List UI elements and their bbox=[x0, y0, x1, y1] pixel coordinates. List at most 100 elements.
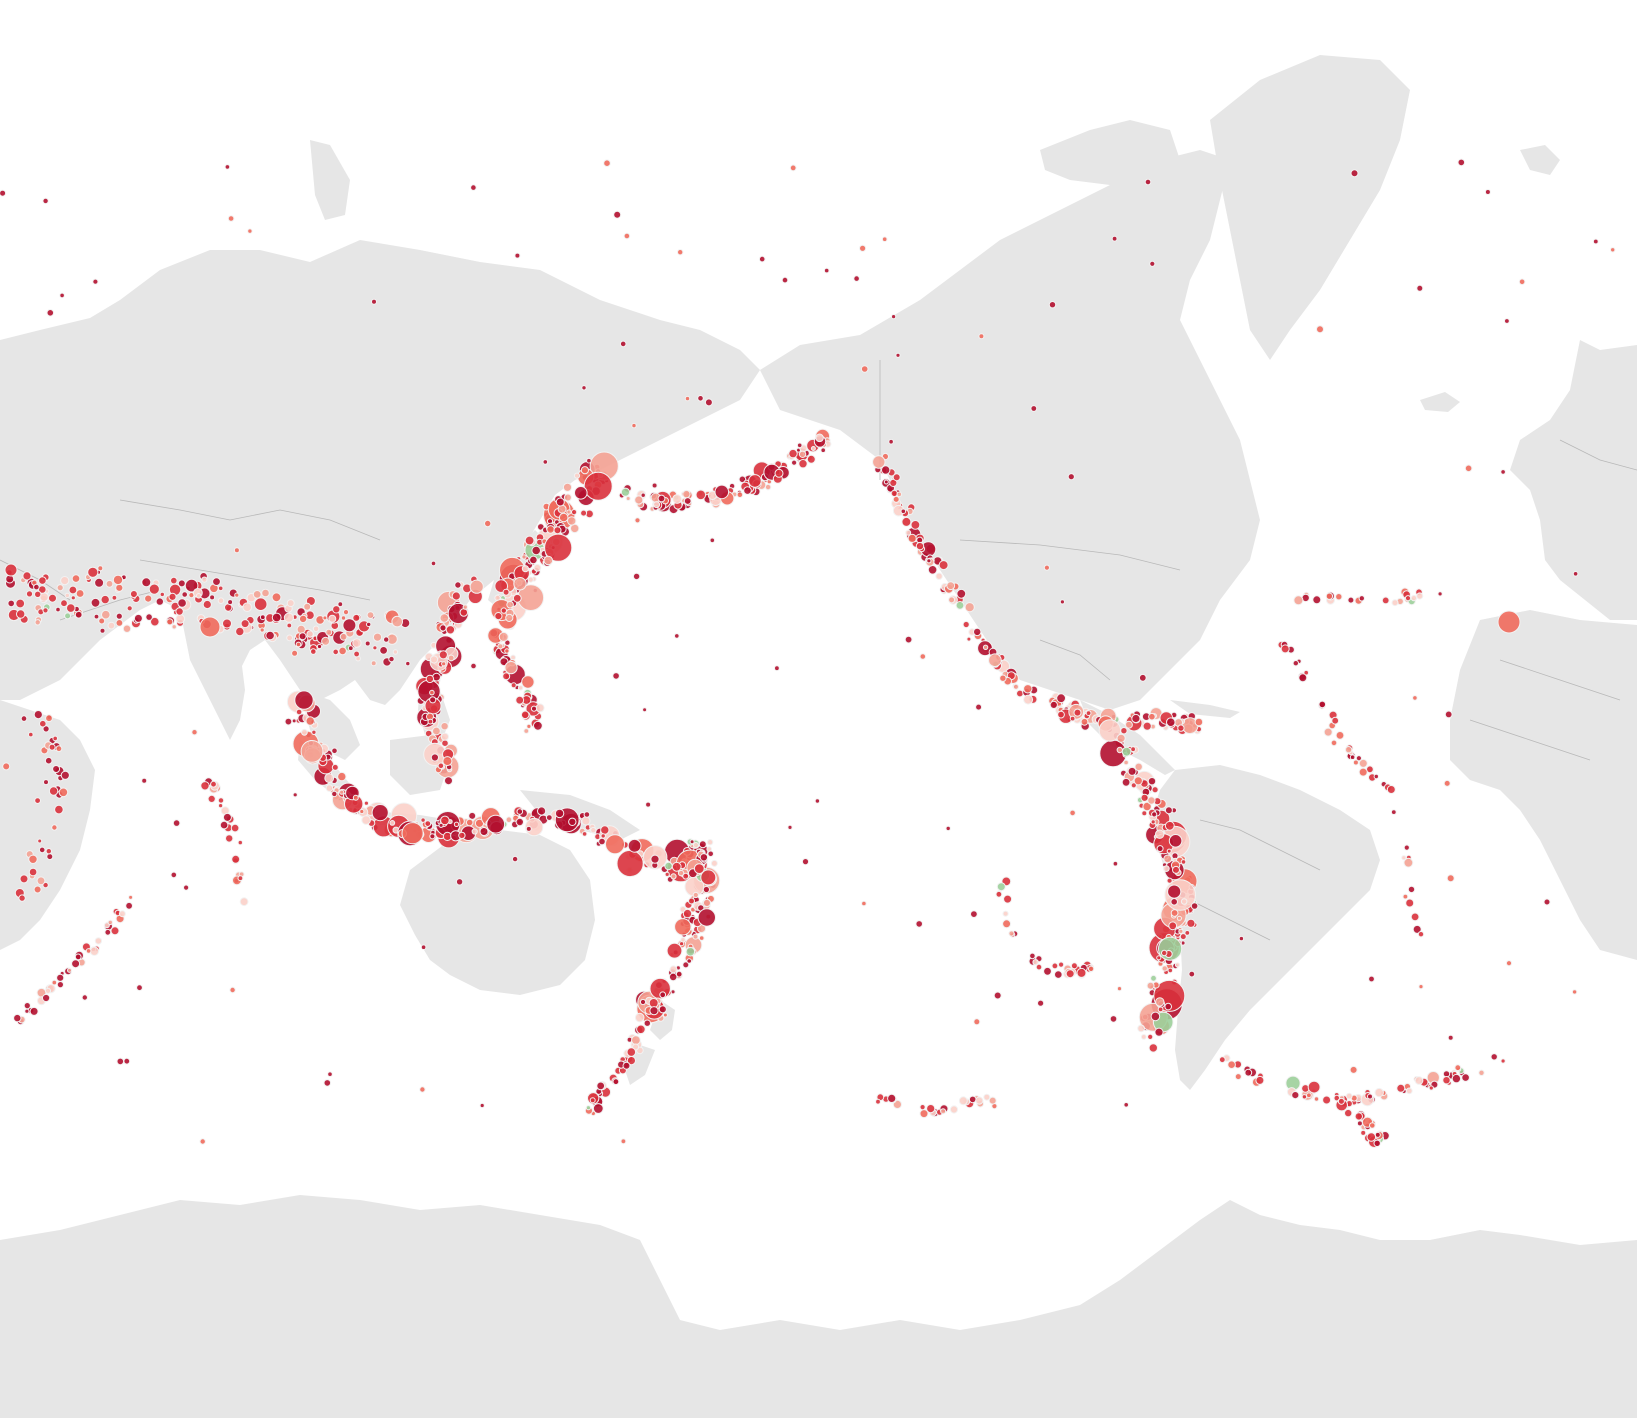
earthquake-marker[interactable] bbox=[199, 1138, 206, 1145]
earthquake-marker[interactable] bbox=[1043, 966, 1052, 976]
earthquake-marker[interactable] bbox=[75, 589, 85, 598]
earthquake-marker[interactable] bbox=[29, 1006, 39, 1016]
earthquake-marker[interactable] bbox=[668, 972, 678, 982]
earthquake-marker[interactable] bbox=[1098, 719, 1122, 742]
earthquake-marker[interactable] bbox=[1131, 713, 1141, 724]
earthquake-marker[interactable] bbox=[339, 632, 348, 641]
earthquake-marker[interactable] bbox=[227, 215, 235, 222]
earthquake-marker[interactable] bbox=[1572, 571, 1579, 577]
earthquake-marker[interactable] bbox=[814, 798, 821, 804]
earthquake-marker[interactable] bbox=[1161, 949, 1168, 957]
earthquake-marker[interactable] bbox=[303, 602, 312, 611]
earthquake-marker[interactable] bbox=[683, 497, 692, 505]
earthquake-marker[interactable] bbox=[331, 790, 338, 798]
earthquake-marker[interactable] bbox=[1543, 898, 1551, 906]
earthquake-marker[interactable] bbox=[20, 715, 28, 722]
earthquake-marker[interactable] bbox=[237, 839, 244, 846]
earthquake-marker[interactable] bbox=[525, 825, 532, 832]
earthquake-marker[interactable] bbox=[292, 792, 298, 798]
earthquake-marker[interactable] bbox=[271, 592, 282, 603]
earthquake-marker[interactable] bbox=[1049, 700, 1058, 710]
earthquake-marker[interactable] bbox=[295, 708, 303, 716]
earthquake-marker[interactable] bbox=[342, 609, 350, 616]
earthquake-marker[interactable] bbox=[294, 690, 314, 710]
earthquake-marker[interactable] bbox=[1518, 278, 1526, 286]
earthquake-marker[interactable] bbox=[305, 716, 315, 726]
earthquake-marker[interactable] bbox=[707, 850, 715, 858]
earthquake-marker[interactable] bbox=[964, 602, 975, 613]
earthquake-marker[interactable] bbox=[74, 610, 83, 619]
earthquake-marker[interactable] bbox=[1355, 755, 1363, 762]
earthquake-marker[interactable] bbox=[511, 855, 519, 863]
earthquake-marker[interactable] bbox=[515, 695, 525, 705]
earthquake-marker[interactable] bbox=[567, 516, 577, 526]
earthquake-marker[interactable] bbox=[612, 672, 620, 680]
earthquake-marker[interactable] bbox=[585, 1105, 592, 1111]
earthquake-marker[interactable] bbox=[300, 740, 324, 763]
earthquake-marker[interactable] bbox=[853, 275, 860, 282]
earthquake-marker[interactable] bbox=[692, 933, 699, 940]
earthquake-marker[interactable] bbox=[625, 496, 631, 501]
earthquake-marker[interactable] bbox=[970, 910, 978, 918]
earthquake-marker[interactable] bbox=[956, 588, 967, 599]
earthquake-marker[interactable] bbox=[505, 613, 514, 623]
earthquake-marker[interactable] bbox=[42, 993, 51, 1003]
earthquake-marker[interactable] bbox=[1442, 1076, 1451, 1085]
earthquake-marker[interactable] bbox=[664, 871, 670, 878]
earthquake-marker[interactable] bbox=[1444, 710, 1453, 719]
earthquake-marker[interactable] bbox=[33, 583, 40, 591]
earthquake-marker[interactable] bbox=[322, 615, 328, 621]
earthquake-marker[interactable] bbox=[544, 533, 573, 562]
earthquake-marker[interactable] bbox=[669, 965, 678, 974]
earthquake-marker[interactable] bbox=[554, 808, 565, 819]
earthquake-marker[interactable] bbox=[148, 583, 160, 595]
earthquake-marker[interactable] bbox=[875, 1098, 881, 1105]
earthquake-marker[interactable] bbox=[1147, 777, 1157, 786]
earthquake-marker[interactable] bbox=[1416, 284, 1424, 292]
earthquake-marker[interactable] bbox=[900, 508, 907, 515]
earthquake-marker[interactable] bbox=[469, 579, 484, 594]
earthquake-marker[interactable] bbox=[18, 894, 26, 902]
earthquake-marker[interactable] bbox=[44, 987, 52, 995]
earthquake-marker[interactable] bbox=[90, 597, 101, 608]
earthquake-marker[interactable] bbox=[22, 571, 32, 581]
earthquake-marker[interactable] bbox=[252, 590, 262, 599]
earthquake-marker[interactable] bbox=[323, 1079, 332, 1087]
earthquake-marker[interactable] bbox=[1354, 1112, 1364, 1121]
earthquake-marker[interactable] bbox=[87, 566, 99, 578]
earthquake-marker[interactable] bbox=[36, 876, 46, 886]
earthquake-marker[interactable] bbox=[55, 745, 63, 753]
earthquake-marker[interactable] bbox=[758, 255, 766, 263]
earthquake-marker[interactable] bbox=[962, 620, 970, 629]
earthquake-marker[interactable] bbox=[353, 650, 361, 658]
earthquake-marker[interactable] bbox=[25, 590, 34, 598]
earthquake-marker[interactable] bbox=[1280, 644, 1290, 654]
earthquake-marker[interactable] bbox=[451, 591, 461, 601]
earthquake-marker[interactable] bbox=[926, 558, 932, 564]
earthquake-marker[interactable] bbox=[465, 818, 474, 827]
earthquake-marker[interactable] bbox=[337, 601, 344, 608]
earthquake-marker[interactable] bbox=[370, 660, 377, 667]
earthquake-marker[interactable] bbox=[177, 598, 187, 608]
earthquake-marker[interactable] bbox=[502, 672, 511, 681]
earthquake-marker[interactable] bbox=[339, 789, 345, 795]
earthquake-marker[interactable] bbox=[388, 655, 395, 663]
earthquake-marker[interactable] bbox=[1307, 1080, 1321, 1094]
earthquake-marker[interactable] bbox=[1148, 1043, 1159, 1053]
earthquake-marker[interactable] bbox=[222, 812, 232, 822]
earthquake-marker[interactable] bbox=[1167, 967, 1174, 974]
earthquake-marker[interactable] bbox=[677, 249, 684, 256]
earthquake-marker[interactable] bbox=[672, 494, 682, 504]
earthquake-marker[interactable] bbox=[55, 606, 61, 613]
earthquake-marker[interactable] bbox=[581, 816, 591, 826]
earthquake-marker[interactable] bbox=[1035, 963, 1043, 971]
earthquake-marker[interactable] bbox=[2, 762, 11, 771]
earthquake-marker[interactable] bbox=[445, 625, 456, 635]
earthquake-marker[interactable] bbox=[45, 848, 52, 855]
earthquake-marker[interactable] bbox=[1140, 793, 1149, 802]
earthquake-marker[interactable] bbox=[1138, 673, 1147, 682]
earthquake-marker[interactable] bbox=[1358, 595, 1366, 602]
earthquake-marker[interactable] bbox=[1344, 1108, 1353, 1118]
earthquake-marker[interactable] bbox=[1345, 1092, 1353, 1100]
earthquake-marker[interactable] bbox=[328, 614, 337, 623]
